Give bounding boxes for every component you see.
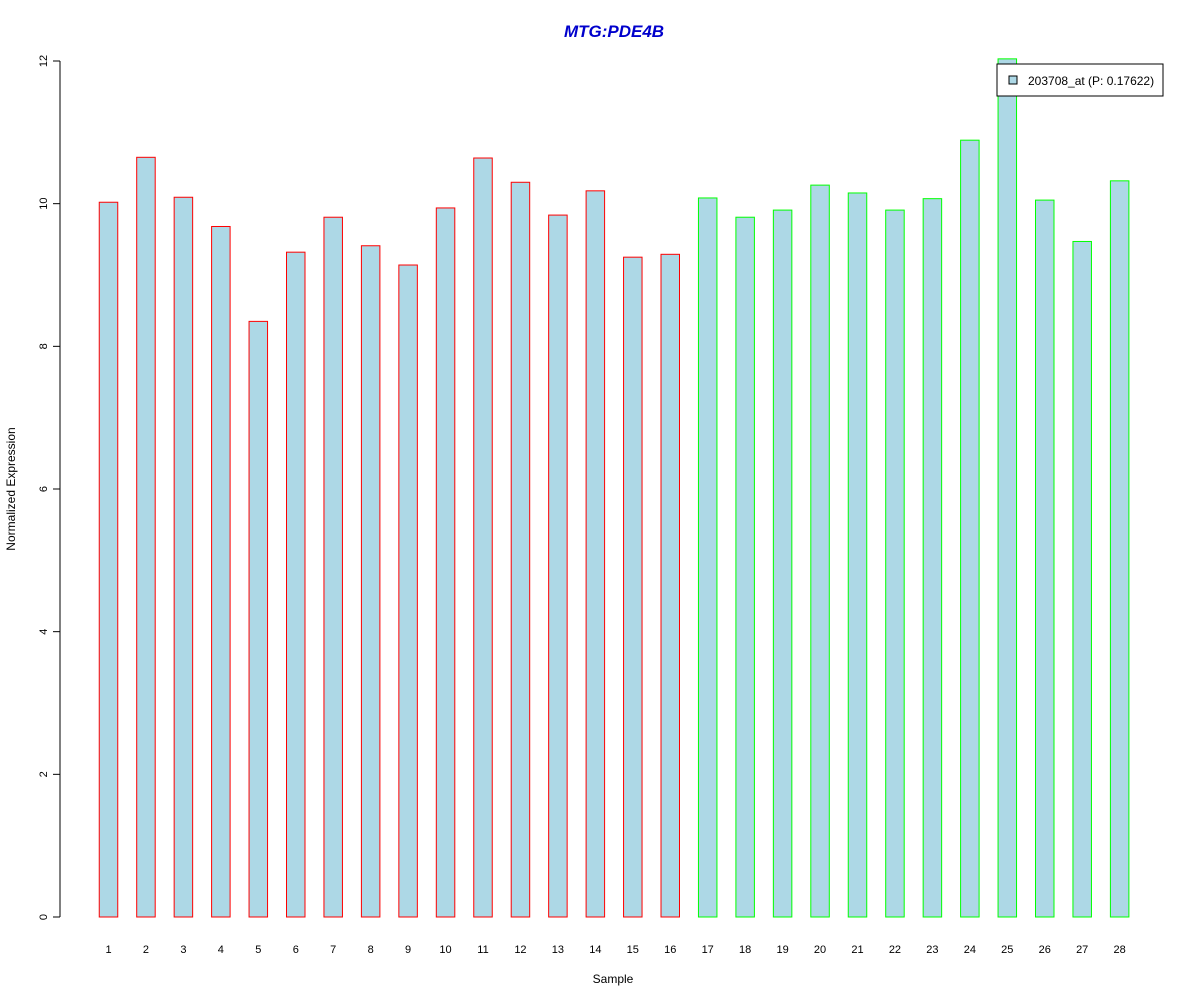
bar-sample-8 xyxy=(360,245,381,918)
legend-box xyxy=(996,63,1164,97)
x-tick-label: 15 xyxy=(627,944,639,956)
x-tick-label: 13 xyxy=(552,944,564,956)
bar-sample-27 xyxy=(1072,240,1092,918)
chart-title: MTG:PDE4B xyxy=(564,22,664,41)
legend-label: 203708_at (P: 0.17622) xyxy=(1028,74,1154,88)
legend-swatch xyxy=(1008,75,1018,85)
bar-sample-11 xyxy=(473,157,493,918)
x-tick-label: 26 xyxy=(1039,944,1051,956)
bar-sample-19 xyxy=(772,209,793,918)
y-tick-label: 0 xyxy=(38,914,50,920)
bar-sample-5 xyxy=(248,320,269,918)
x-tick-label: 24 xyxy=(964,944,976,956)
bar-sample-14 xyxy=(585,190,606,918)
bar-sample-17 xyxy=(697,197,718,918)
bar-sample-4 xyxy=(211,225,231,918)
x-tick-label: 25 xyxy=(1001,944,1013,956)
x-tick-label: 5 xyxy=(255,944,261,956)
y-axis: 0 2 4 6 8 10 12 xyxy=(38,55,61,920)
bar-sample-12 xyxy=(510,181,531,918)
x-tick-label: 4 xyxy=(218,944,224,956)
bar-sample-18 xyxy=(735,216,755,918)
x-tick-label: 23 xyxy=(926,944,938,956)
x-tick-label: 3 xyxy=(180,944,186,956)
bar-sample-26 xyxy=(1035,199,1055,918)
x-tick-label: 8 xyxy=(368,944,374,956)
x-tick-label: 14 xyxy=(589,944,601,956)
x-tick-label: 16 xyxy=(664,944,676,956)
x-tick-label: 19 xyxy=(776,944,788,956)
bar-sample-3 xyxy=(173,196,194,918)
bar-sample-24 xyxy=(960,139,980,918)
x-tick-label: 10 xyxy=(439,944,451,956)
bar-sample-13 xyxy=(548,214,568,918)
x-tick-label: 22 xyxy=(889,944,901,956)
y-tick-label: 6 xyxy=(38,486,50,492)
bar-sample-25 xyxy=(997,58,1018,918)
x-tick-label: 21 xyxy=(851,944,863,956)
bar-sample-16 xyxy=(660,253,680,918)
bar-sample-7 xyxy=(323,216,343,918)
x-tick-label: 11 xyxy=(477,944,488,956)
x-axis-label: Sample xyxy=(593,972,634,986)
bar-sample-10 xyxy=(435,207,456,918)
y-tick-label: 8 xyxy=(38,343,50,349)
x-tick-label: 18 xyxy=(739,944,751,956)
y-tick-label: 12 xyxy=(38,55,50,67)
bars xyxy=(98,58,1130,918)
y-tick-label: 4 xyxy=(38,629,50,635)
bar-sample-21 xyxy=(847,192,868,918)
y-tick-label: 10 xyxy=(38,198,50,210)
bar-sample-28 xyxy=(1109,180,1130,918)
bar-sample-9 xyxy=(398,264,418,918)
y-axis-label: Normalized Expression xyxy=(4,427,18,550)
bar-sample-20 xyxy=(810,184,830,918)
legend: 203708_at (P: 0.17622) xyxy=(996,63,1164,97)
bar-sample-23 xyxy=(922,198,943,918)
bar-sample-6 xyxy=(286,251,306,918)
x-tick-label: 6 xyxy=(293,944,299,956)
bar-sample-1 xyxy=(98,201,119,918)
x-tick-label: 2 xyxy=(143,944,149,956)
y-tick-label: 2 xyxy=(38,771,50,777)
x-tick-label: 20 xyxy=(814,944,826,956)
x-tick-label: 7 xyxy=(330,944,336,956)
x-tick-label: 27 xyxy=(1076,944,1088,956)
bar-sample-22 xyxy=(885,209,905,918)
x-tick-label: 12 xyxy=(514,944,526,956)
x-tick-labels: 1 2 3 4 5 6 7 8 9 10 11 12 13 14 15 16 17 18 19 20 21 22 23 24 2… xyxy=(105,944,1125,956)
x-tick-label: 28 xyxy=(1114,944,1126,956)
x-tick-label: 17 xyxy=(702,944,714,956)
x-tick-label: 9 xyxy=(405,944,411,956)
x-tick-label: 1 xyxy=(105,944,111,956)
bar-sample-15 xyxy=(623,256,643,918)
bar-sample-2 xyxy=(136,156,156,918)
